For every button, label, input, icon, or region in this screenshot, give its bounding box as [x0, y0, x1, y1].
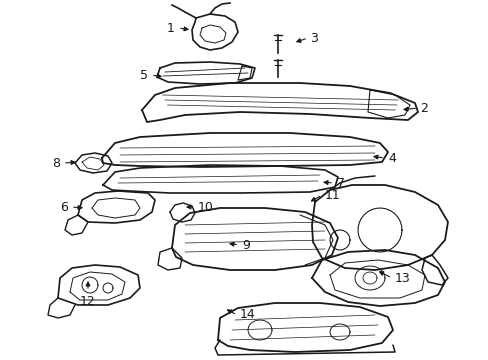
Text: 12: 12 [80, 295, 96, 308]
Text: 3: 3 [309, 32, 317, 45]
Text: 7: 7 [336, 176, 345, 189]
Text: 10: 10 [198, 201, 213, 213]
Text: 14: 14 [240, 309, 255, 321]
Text: 5: 5 [140, 68, 148, 81]
Text: 8: 8 [52, 157, 60, 170]
Text: 13: 13 [394, 271, 410, 284]
Text: 4: 4 [387, 152, 395, 165]
Text: 1: 1 [167, 22, 175, 35]
Text: 11: 11 [325, 189, 340, 202]
Text: 6: 6 [60, 201, 68, 213]
Text: 2: 2 [419, 102, 427, 114]
Text: 9: 9 [242, 239, 249, 252]
